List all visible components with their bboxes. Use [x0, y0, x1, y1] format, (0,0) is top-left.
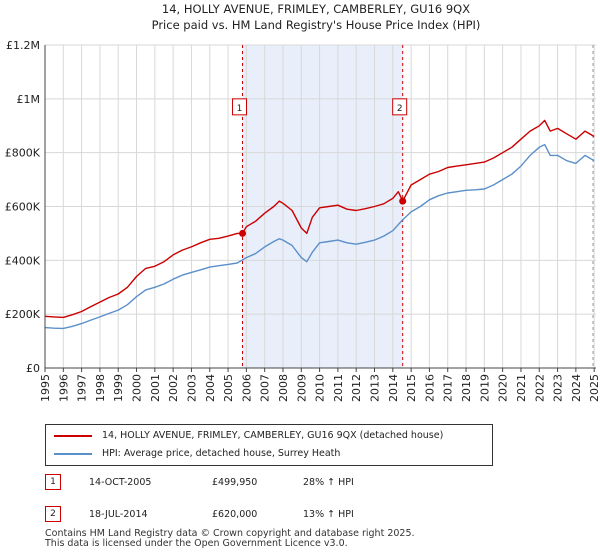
x-tick-label: 1998 [94, 374, 107, 402]
sale-badge-1: 1 [45, 474, 61, 490]
x-tick-label: 2020 [497, 374, 510, 402]
x-tick-label: 2000 [131, 374, 144, 402]
x-tick-label: 2021 [515, 374, 528, 402]
x-tick-label: 2018 [460, 374, 473, 402]
sale-hpi-2: 13% ↑ HPI [303, 509, 354, 520]
series-line-hpi [44, 143, 595, 330]
x-tick-label: 2006 [240, 374, 253, 402]
chart-subtitle: Price paid vs. HM Land Registry's House … [152, 18, 481, 32]
y-tick-label: £200K [5, 308, 41, 321]
sale-row-2: 2 18-JUL-2014 £620,000 13% ↑ HPI [45, 505, 485, 525]
sale-date-2: 18-JUL-2014 [89, 509, 148, 520]
footer-line-1: Contains HM Land Registry data © Crown c… [45, 528, 415, 539]
footer-line-2: This data is licensed under the Open Gov… [45, 538, 348, 549]
sale-1-box [232, 98, 248, 116]
x-tick-label: 2004 [204, 374, 217, 402]
x-tick-label: 2002 [167, 374, 180, 402]
x-tick-label: 2023 [552, 374, 565, 402]
legend-item-hpi: HPI: Average price, detached house, Surr… [54, 446, 340, 462]
legend: 14, HOLLY AVENUE, FRIMLEY, CAMBERLEY, GU… [45, 424, 493, 466]
legend-label-property: 14, HOLLY AVENUE, FRIMLEY, CAMBERLEY, GU… [102, 430, 444, 441]
sale-row-1: 1 14-OCT-2005 £499,950 28% ↑ HPI [45, 473, 485, 493]
y-tick-label: £0 [26, 362, 40, 375]
x-tick-label: 2022 [533, 374, 546, 402]
sale-2-label: 2 [397, 104, 403, 114]
legend-item-property: 14, HOLLY AVENUE, FRIMLEY, CAMBERLEY, GU… [54, 428, 443, 444]
legend-line-property [54, 434, 92, 437]
x-tick-label: 2010 [314, 374, 327, 402]
footer: Contains HM Land Registry data © Crown c… [45, 529, 415, 549]
sale-2-point [399, 197, 407, 205]
legend-label-hpi: HPI: Average price, detached house, Surr… [102, 448, 341, 459]
sale-price-1: £499,950 [212, 477, 258, 488]
x-tick-label: 1997 [76, 374, 89, 402]
sale-1-point [239, 229, 247, 237]
x-tick-label: 2011 [332, 374, 345, 402]
sale-hpi-1: 28% ↑ HPI [303, 477, 354, 488]
x-tick-label: 2013 [369, 374, 382, 402]
series-line-property [44, 119, 595, 319]
y-tick-label: £400K [5, 254, 41, 267]
price-chart: 14, HOLLY AVENUE, FRIMLEY, CAMBERLEY, GU… [5, 2, 600, 402]
sale-1-label: 1 [237, 104, 243, 114]
y-tick-label: £800K [5, 147, 41, 160]
x-tick-label: 1995 [39, 374, 52, 402]
x-tick-label: 2017 [442, 374, 455, 402]
legend-line-hpi [54, 452, 92, 455]
x-tick-label: 2007 [259, 374, 272, 402]
x-tick-label: 2001 [149, 374, 162, 402]
x-tick-label: 1999 [112, 374, 125, 402]
x-tick-label: 2005 [222, 374, 235, 402]
x-tick-label: 2012 [350, 374, 363, 402]
x-tick-label: 2003 [185, 374, 198, 402]
x-tick-label: 2016 [423, 374, 436, 402]
x-tick-label: 2025 [588, 374, 600, 402]
x-tick-label: 2019 [478, 374, 491, 402]
sale-badge-2: 2 [45, 506, 61, 522]
y-tick-label: £1M [17, 93, 41, 106]
x-tick-label: 1996 [57, 374, 70, 402]
y-tick-label: £1.2M [6, 39, 40, 52]
chart-title: 14, HOLLY AVENUE, FRIMLEY, CAMBERLEY, GU… [162, 2, 470, 16]
sale-date-1: 14-OCT-2005 [89, 477, 152, 488]
x-tick-label: 2015 [405, 374, 418, 402]
y-tick-label: £600K [5, 201, 41, 214]
x-tick-label: 2008 [277, 374, 290, 402]
x-tick-label: 2014 [387, 374, 400, 402]
x-tick-label: 2024 [570, 374, 583, 402]
sale-price-2: £620,000 [212, 509, 258, 520]
x-tick-label: 2009 [295, 374, 308, 402]
sale-2-box [392, 98, 408, 116]
